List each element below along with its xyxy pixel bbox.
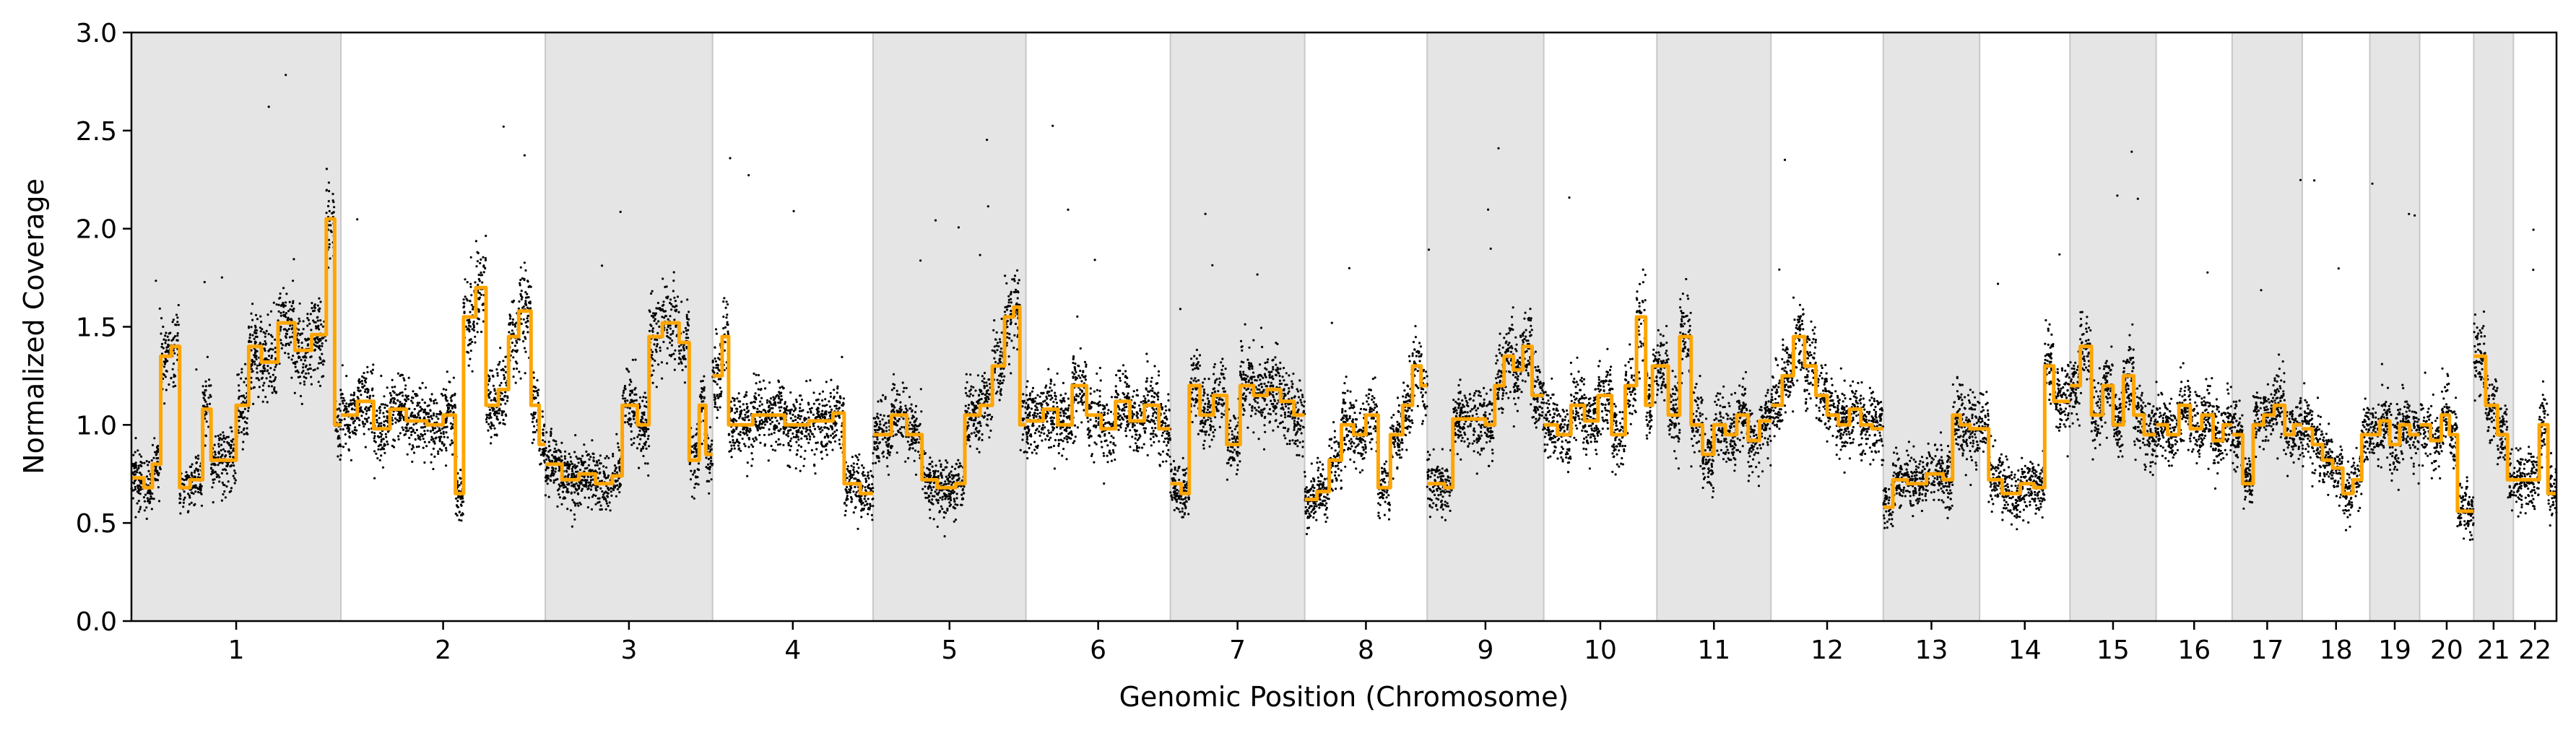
x-tick-label-chr-16: 16 [2177, 636, 2211, 665]
x-tick-label-chr-8: 8 [1358, 636, 1374, 665]
points-chr-4 [711, 157, 875, 530]
x-tick-label-chr-11: 11 [1697, 636, 1730, 665]
x-tick-label-chr-10: 10 [1584, 636, 1617, 665]
x-tick-label-chr-12: 12 [1810, 636, 1844, 665]
band-chr-21 [2473, 32, 2515, 622]
chromosome-bands [131, 32, 2515, 622]
segment-line-chr-11 [1657, 334, 1771, 456]
x-tick-label-chr-7: 7 [1229, 636, 1246, 665]
y-axis: 0.0 0.5 1.0 1.5 2.0 2.5 3.0 [76, 19, 131, 637]
y-tick-label: 3.0 [76, 19, 117, 48]
band-chr-19 [2369, 32, 2421, 622]
segment-line-chr-9 [1427, 344, 1544, 490]
x-tick-label-chr-17: 17 [2250, 636, 2284, 665]
segment-line-chr-2 [341, 285, 546, 495]
band-chr-7 [1169, 32, 1306, 622]
coverage-points [130, 74, 2558, 542]
x-tick-label-chr-9: 9 [1477, 636, 1493, 665]
x-tick-label-chr-20: 20 [2430, 636, 2463, 665]
plot-frame [130, 31, 2558, 623]
y-tick-label: 2.5 [76, 117, 117, 147]
segment-line-chr-14 [1979, 364, 2070, 495]
segment-line-chr-17 [2232, 403, 2302, 486]
band-chr-11 [1656, 32, 1772, 622]
x-tick-label-chr-13: 13 [1915, 636, 1948, 665]
band-chr-3 [545, 32, 714, 622]
segment-line-chr-7 [1170, 383, 1305, 495]
x-tick-label-chr-22: 22 [2518, 636, 2551, 665]
points-chr-11 [1655, 277, 1772, 499]
x-tick-label-chr-5: 5 [941, 636, 958, 665]
x-tick-label-chr-6: 6 [1090, 636, 1106, 665]
x-tick-label-chr-3: 3 [620, 636, 637, 665]
points-chr-20 [2419, 367, 2475, 542]
band-chr-17 [2231, 32, 2303, 622]
segment-line-chr-12 [1771, 334, 1883, 431]
points-chr-2 [339, 125, 547, 522]
x-axis-label: Genomic Position (Chromosome) [1119, 681, 1569, 713]
segment-line-chr-10 [1543, 315, 1657, 437]
x-tick-label-chr-14: 14 [2008, 636, 2042, 665]
segment-line-chr-3 [545, 321, 713, 486]
segment-line-chr-20 [2419, 413, 2474, 513]
points-chr-14 [1978, 253, 2071, 531]
x-tick-label-chr-2: 2 [435, 636, 451, 665]
points-chr-16 [2155, 271, 2233, 490]
segment-line-chr-1 [131, 217, 342, 490]
y-tick-label: 0.5 [76, 509, 117, 539]
segment-line-chr-16 [2156, 403, 2232, 443]
x-tick-label-chr-19: 19 [2378, 636, 2411, 665]
band-chr-9 [1426, 32, 1545, 622]
x-tick-label-chr-1: 1 [228, 636, 245, 665]
band-chr-5 [872, 32, 1027, 622]
segment-line-chr-4 [712, 334, 873, 495]
points-chr-18 [2301, 179, 2371, 532]
y-tick-label: 2.0 [76, 215, 117, 245]
segment-line-chr-15 [2070, 344, 2156, 437]
band-chr-13 [1882, 32, 1981, 622]
y-tick-label: 0.0 [76, 607, 117, 637]
points-chr-19 [2369, 182, 2421, 491]
x-tick-label-chr-21: 21 [2477, 636, 2510, 665]
y-axis-label: Normalized Coverage [18, 178, 50, 474]
segment-line-chr-22 [2513, 422, 2557, 495]
points-chr-8 [1304, 266, 1428, 536]
band-chr-1 [131, 32, 342, 622]
y-tick-label: 1.0 [76, 411, 117, 441]
segment-line-chr-21 [2473, 354, 2514, 482]
segment-line-chr-5 [872, 305, 1026, 490]
segment-line-chr-13 [1883, 413, 1980, 509]
segment-line-chr-19 [2369, 419, 2420, 446]
y-tick-label: 1.5 [76, 313, 117, 343]
band-chr-15 [2069, 32, 2157, 622]
segment-line-chr-18 [2302, 427, 2370, 495]
segment-line-chr-6 [1025, 383, 1171, 431]
x-tick-label-chr-15: 15 [2096, 636, 2130, 665]
x-tick-label-chr-4: 4 [784, 636, 801, 665]
x-axis: 1 2 3 4 5 6 7 8 9 10 11 12 13 14 15 16 17 18 19 20 21 22 [228, 621, 2551, 665]
x-tick-label-chr-18: 18 [2320, 636, 2353, 665]
segment-line-chr-8 [1304, 364, 1428, 502]
segment-lines [131, 217, 2557, 513]
points-chr-6 [1025, 124, 1172, 485]
